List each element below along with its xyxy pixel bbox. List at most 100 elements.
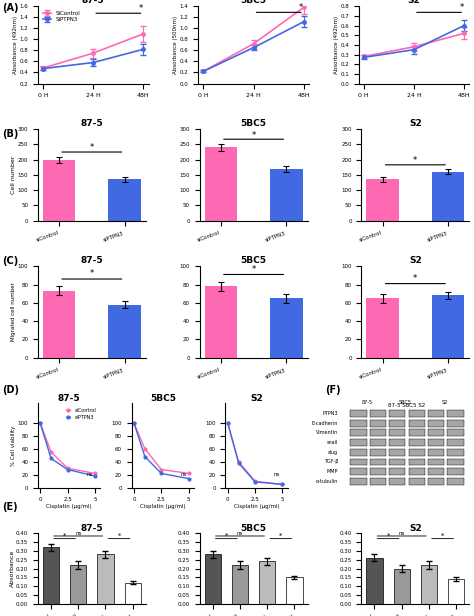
siPTPN3 bbox=[142, 453, 148, 460]
Bar bbox=[232, 565, 248, 604]
siPTPN3 bbox=[186, 475, 191, 482]
Title: 87-5: 87-5 bbox=[81, 256, 103, 265]
Text: TGF-β: TGF-β bbox=[324, 460, 338, 464]
Text: ns: ns bbox=[399, 531, 405, 536]
Text: slug: slug bbox=[328, 450, 338, 455]
siControl bbox=[280, 480, 285, 488]
FancyBboxPatch shape bbox=[370, 478, 386, 485]
Text: *: * bbox=[299, 3, 303, 12]
siPTPN3 bbox=[37, 419, 43, 426]
Bar bbox=[43, 291, 75, 358]
Text: ns: ns bbox=[274, 472, 280, 477]
FancyBboxPatch shape bbox=[370, 429, 386, 436]
FancyBboxPatch shape bbox=[409, 458, 425, 465]
Bar bbox=[366, 179, 399, 221]
Line: siControl: siControl bbox=[39, 421, 96, 475]
Bar bbox=[125, 583, 141, 604]
FancyBboxPatch shape bbox=[447, 449, 464, 456]
Bar bbox=[205, 554, 221, 604]
FancyBboxPatch shape bbox=[389, 439, 405, 446]
siControl bbox=[252, 477, 258, 485]
siControl bbox=[186, 470, 191, 477]
siControl bbox=[48, 448, 54, 456]
Text: *: * bbox=[225, 533, 228, 539]
FancyBboxPatch shape bbox=[409, 410, 425, 417]
siPTPN3 bbox=[225, 419, 230, 426]
Bar bbox=[259, 561, 275, 604]
FancyBboxPatch shape bbox=[447, 478, 464, 485]
Bar bbox=[366, 558, 383, 604]
siControl bbox=[158, 466, 164, 473]
Bar bbox=[270, 298, 302, 358]
Title: S2: S2 bbox=[409, 120, 422, 128]
Bar bbox=[97, 554, 114, 604]
FancyBboxPatch shape bbox=[447, 439, 464, 446]
Text: E-cadherin: E-cadherin bbox=[311, 421, 338, 426]
Title: 87-5: 87-5 bbox=[82, 0, 105, 6]
FancyBboxPatch shape bbox=[447, 419, 464, 426]
Title: 5BC5: 5BC5 bbox=[241, 120, 266, 128]
Bar bbox=[205, 286, 237, 358]
Text: *: * bbox=[460, 3, 464, 12]
siPTPN3 bbox=[236, 460, 241, 467]
Text: *: * bbox=[413, 274, 418, 283]
Title: S2: S2 bbox=[409, 524, 422, 533]
FancyBboxPatch shape bbox=[428, 478, 444, 485]
FancyBboxPatch shape bbox=[370, 439, 386, 446]
Bar bbox=[432, 296, 465, 358]
siControl bbox=[131, 419, 137, 426]
Text: *: * bbox=[252, 265, 255, 274]
FancyBboxPatch shape bbox=[428, 449, 444, 456]
Bar bbox=[393, 569, 410, 604]
FancyBboxPatch shape bbox=[428, 458, 444, 465]
X-axis label: Cisplatin (μg/ml): Cisplatin (μg/ml) bbox=[140, 504, 186, 509]
Bar bbox=[70, 565, 86, 604]
Text: S2: S2 bbox=[441, 400, 447, 405]
Line: siControl: siControl bbox=[133, 421, 190, 475]
FancyBboxPatch shape bbox=[447, 468, 464, 475]
Legend: siControl, siPTPN3: siControl, siPTPN3 bbox=[64, 406, 98, 422]
Text: α-tubulin: α-tubulin bbox=[316, 479, 338, 484]
Bar bbox=[108, 305, 141, 358]
FancyBboxPatch shape bbox=[389, 478, 405, 485]
siPTPN3 bbox=[131, 419, 137, 426]
Line: siPTPN3: siPTPN3 bbox=[133, 421, 190, 480]
FancyBboxPatch shape bbox=[389, 458, 405, 465]
Text: ns: ns bbox=[180, 472, 186, 477]
FancyBboxPatch shape bbox=[350, 419, 367, 426]
Title: 87-5: 87-5 bbox=[81, 524, 103, 533]
Text: (F): (F) bbox=[325, 385, 340, 395]
siControl bbox=[92, 470, 98, 477]
Title: S2: S2 bbox=[250, 394, 263, 402]
FancyBboxPatch shape bbox=[370, 449, 386, 456]
Title: 5BC5: 5BC5 bbox=[241, 0, 266, 6]
siPTPN3 bbox=[252, 478, 258, 485]
FancyBboxPatch shape bbox=[389, 410, 405, 417]
Text: *: * bbox=[386, 533, 390, 539]
Text: 87-5: 87-5 bbox=[361, 400, 372, 405]
Text: *: * bbox=[441, 533, 444, 539]
Text: SBC5: SBC5 bbox=[399, 400, 412, 405]
Title: 87-5: 87-5 bbox=[58, 394, 81, 402]
Bar bbox=[43, 548, 59, 604]
Title: 87-5: 87-5 bbox=[81, 120, 103, 128]
Text: ns: ns bbox=[86, 472, 92, 477]
FancyBboxPatch shape bbox=[350, 449, 367, 456]
Text: (B): (B) bbox=[2, 129, 19, 139]
FancyBboxPatch shape bbox=[350, 478, 367, 485]
Text: *: * bbox=[139, 4, 143, 12]
Text: *: * bbox=[90, 269, 94, 278]
FancyBboxPatch shape bbox=[389, 449, 405, 456]
Line: siPTPN3: siPTPN3 bbox=[226, 421, 284, 486]
FancyBboxPatch shape bbox=[370, 410, 386, 417]
FancyBboxPatch shape bbox=[428, 419, 444, 426]
FancyBboxPatch shape bbox=[428, 468, 444, 475]
siPTPN3 bbox=[280, 480, 285, 488]
FancyBboxPatch shape bbox=[409, 429, 425, 436]
Text: snail: snail bbox=[327, 440, 338, 445]
FancyBboxPatch shape bbox=[350, 468, 367, 475]
siControl bbox=[225, 419, 230, 426]
Line: siControl: siControl bbox=[226, 421, 284, 486]
FancyBboxPatch shape bbox=[447, 429, 464, 436]
Title: 5BC5: 5BC5 bbox=[241, 256, 266, 265]
